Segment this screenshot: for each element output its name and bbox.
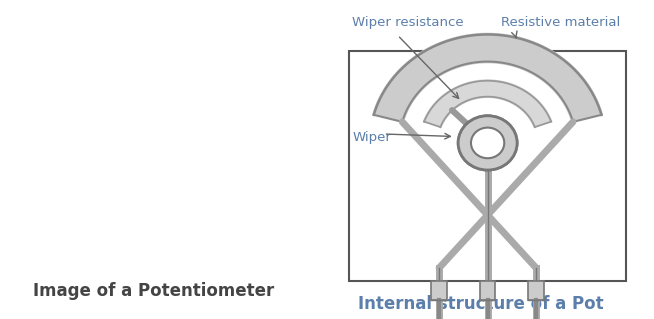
Text: Wiper: Wiper — [353, 131, 391, 144]
Circle shape — [471, 128, 504, 158]
Bar — [431, 281, 447, 300]
Text: Image of a Potentiometer: Image of a Potentiometer — [33, 282, 274, 300]
Text: Internal structure of a Pot: Internal structure of a Pot — [358, 295, 604, 313]
Circle shape — [471, 128, 504, 158]
Text: Resistive material: Resistive material — [502, 16, 621, 29]
Bar — [480, 281, 496, 300]
Circle shape — [458, 116, 517, 170]
Circle shape — [458, 116, 517, 170]
Bar — [528, 281, 544, 300]
Text: Wiper resistance: Wiper resistance — [353, 16, 464, 29]
Bar — [349, 51, 627, 281]
